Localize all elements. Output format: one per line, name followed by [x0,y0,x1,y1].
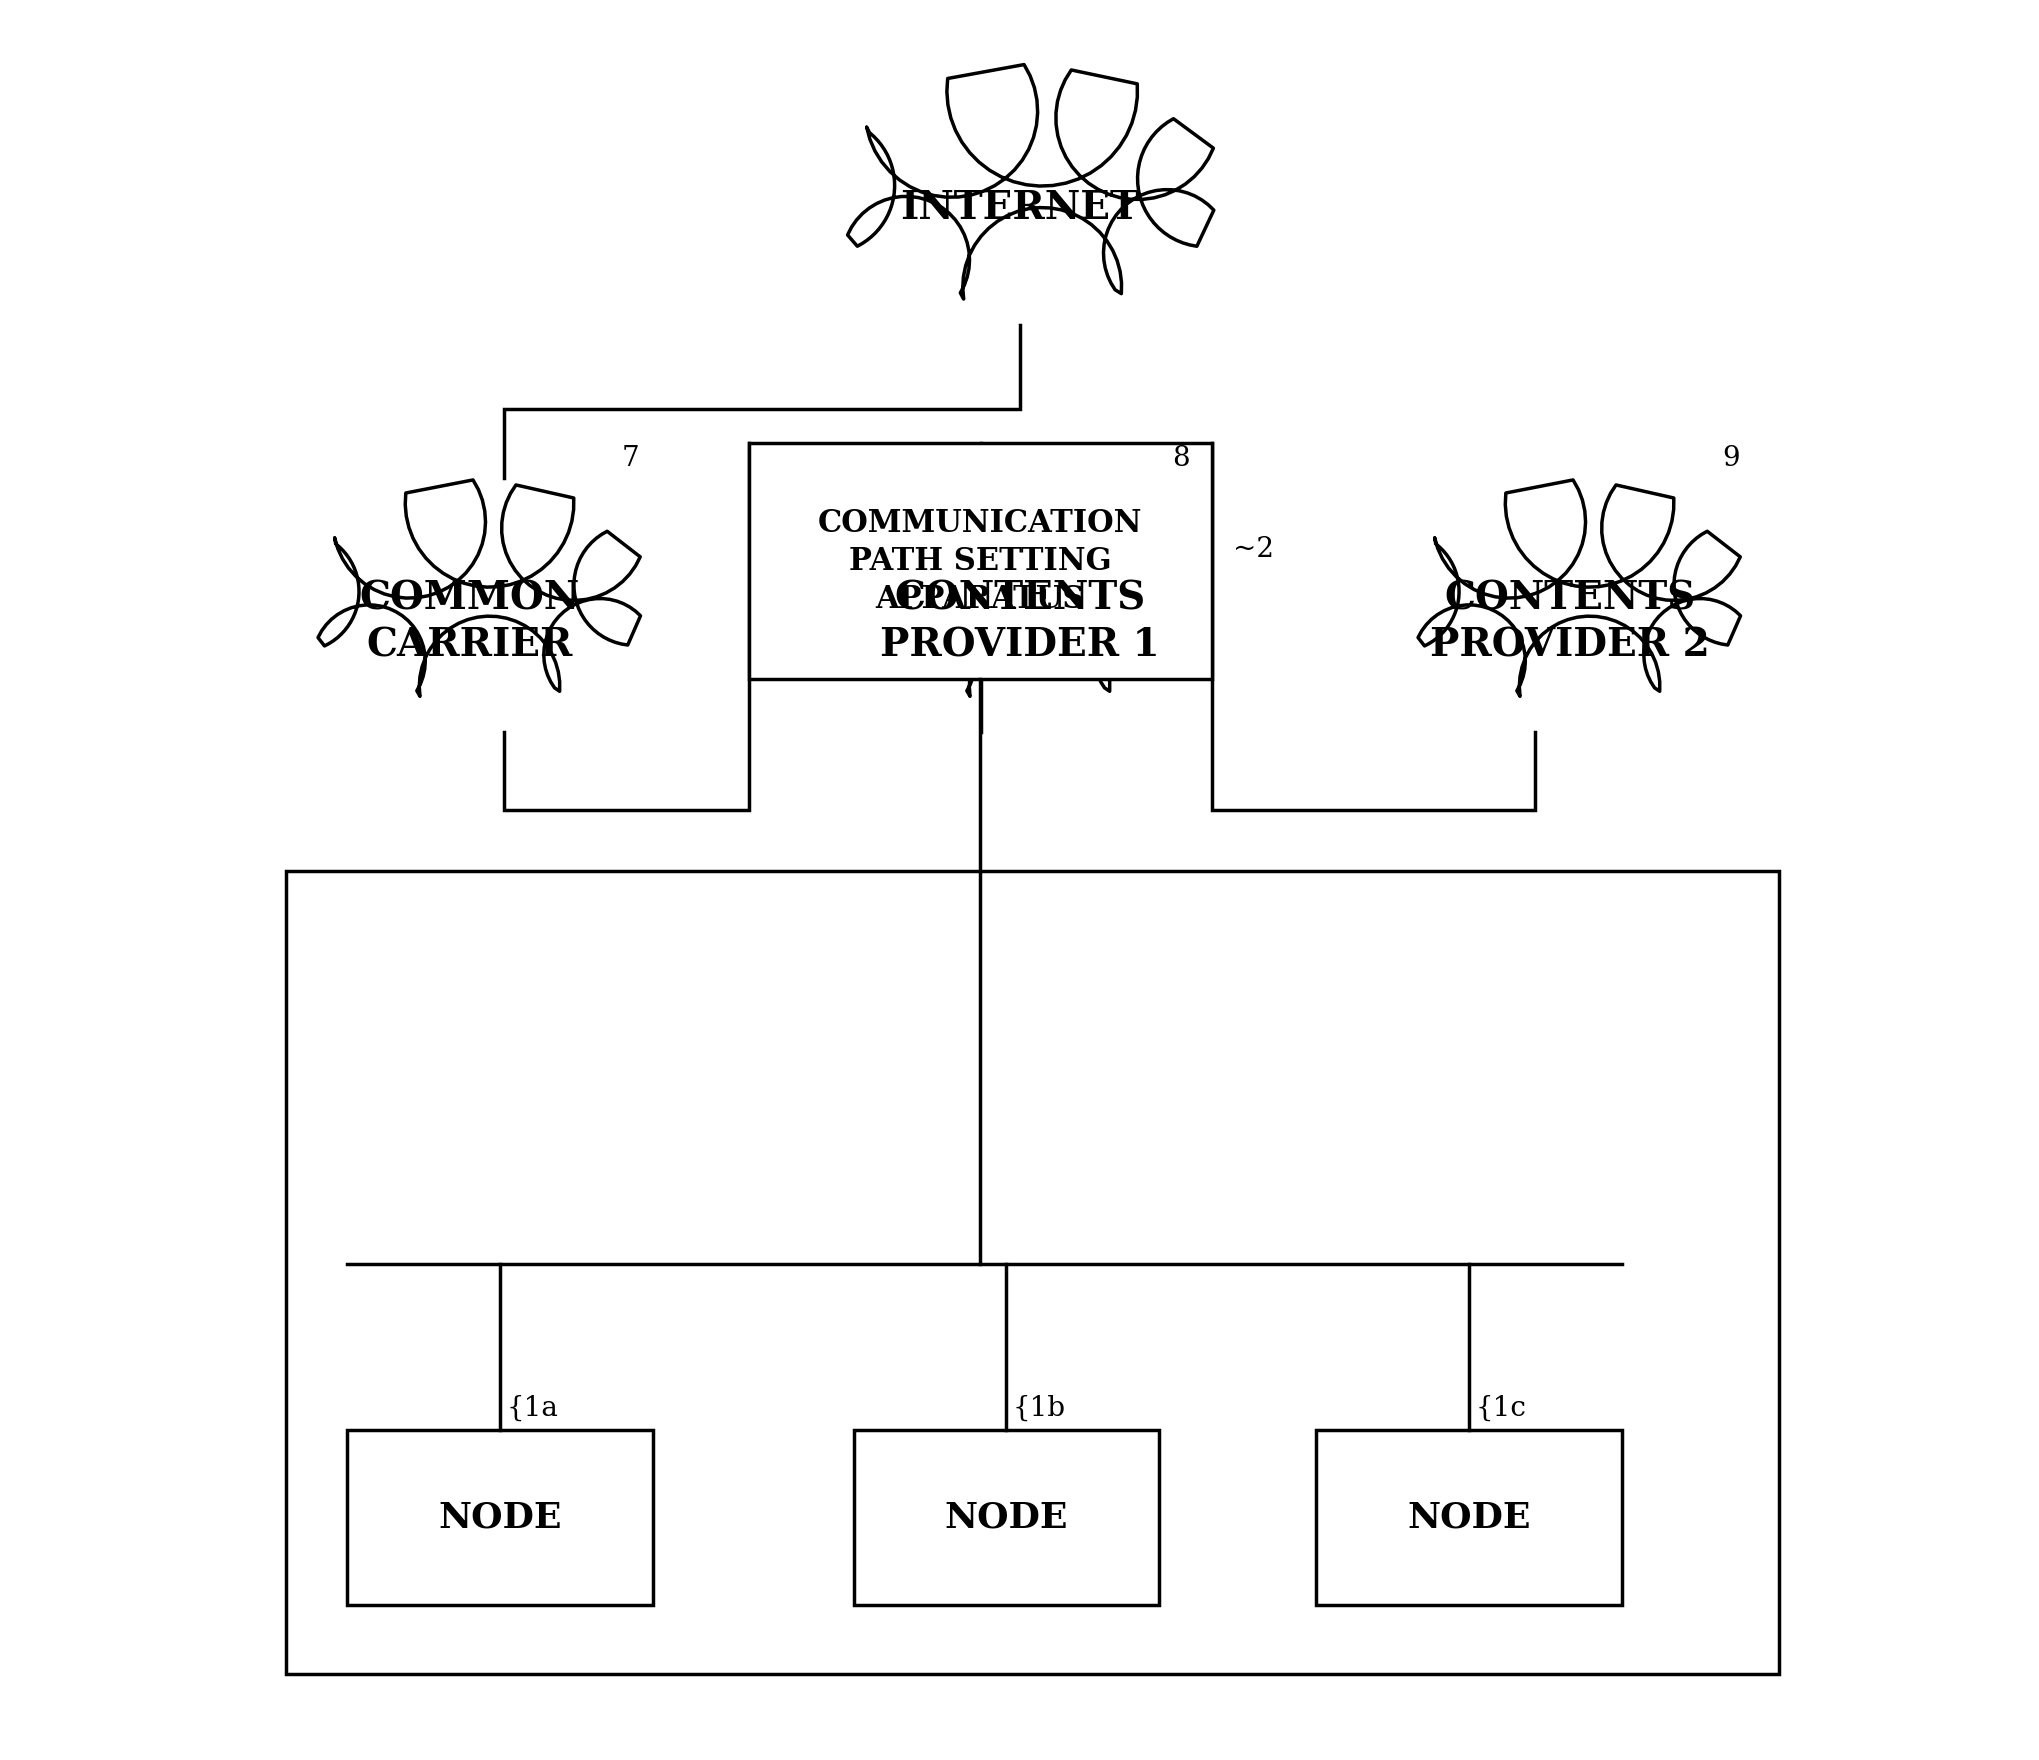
Text: {1a: {1a [506,1394,559,1422]
Polygon shape [318,480,640,697]
Bar [285,871,1780,1674]
Text: NODE: NODE [438,1500,563,1535]
Text: COMMON
CARRIER: COMMON CARRIER [359,579,579,664]
Bar [748,444,1211,679]
Bar [854,1431,1160,1605]
Text: CONTENTS
PROVIDER 1: CONTENTS PROVIDER 1 [879,579,1160,664]
Text: NODE: NODE [1407,1500,1531,1535]
Text: {1b: {1b [1013,1394,1066,1422]
Text: {1c: {1c [1476,1394,1525,1422]
Polygon shape [869,480,1191,697]
Text: 8: 8 [1172,445,1189,472]
Text: 7: 7 [622,445,640,472]
Text: INTERNET: INTERNET [899,188,1140,227]
Text: 9: 9 [1723,445,1739,472]
Text: ~2: ~2 [1232,537,1274,563]
Bar [347,1431,652,1605]
Text: NODE: NODE [944,1500,1068,1535]
Text: CONTENTS
PROVIDER 2: CONTENTS PROVIDER 2 [1429,579,1709,664]
Bar [1317,1431,1621,1605]
Text: COMMUNICATION
PATH SETTING
APPARATUS: COMMUNICATION PATH SETTING APPARATUS [818,507,1142,614]
Polygon shape [1417,480,1741,697]
Polygon shape [848,65,1213,299]
